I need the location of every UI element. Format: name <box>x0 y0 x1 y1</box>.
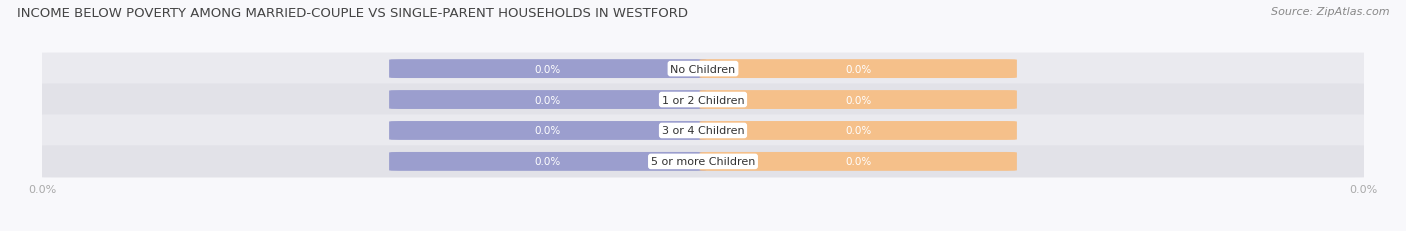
Text: INCOME BELOW POVERTY AMONG MARRIED-COUPLE VS SINGLE-PARENT HOUSEHOLDS IN WESTFOR: INCOME BELOW POVERTY AMONG MARRIED-COUPL… <box>17 7 688 20</box>
Text: No Children: No Children <box>671 64 735 74</box>
FancyBboxPatch shape <box>389 60 706 79</box>
Text: 0.0%: 0.0% <box>534 126 561 136</box>
Text: 0.0%: 0.0% <box>534 64 561 74</box>
Text: Source: ZipAtlas.com: Source: ZipAtlas.com <box>1271 7 1389 17</box>
Text: 0.0%: 0.0% <box>845 126 872 136</box>
FancyBboxPatch shape <box>389 152 706 171</box>
FancyBboxPatch shape <box>30 84 1376 116</box>
FancyBboxPatch shape <box>700 60 1017 79</box>
Text: 5 or more Children: 5 or more Children <box>651 157 755 167</box>
FancyBboxPatch shape <box>389 122 706 140</box>
FancyBboxPatch shape <box>30 53 1376 85</box>
Text: 0.0%: 0.0% <box>845 95 872 105</box>
FancyBboxPatch shape <box>700 152 1017 171</box>
Text: 0.0%: 0.0% <box>845 64 872 74</box>
Text: 1 or 2 Children: 1 or 2 Children <box>662 95 744 105</box>
Text: 3 or 4 Children: 3 or 4 Children <box>662 126 744 136</box>
FancyBboxPatch shape <box>30 146 1376 178</box>
FancyBboxPatch shape <box>700 122 1017 140</box>
FancyBboxPatch shape <box>389 91 706 109</box>
Text: 0.0%: 0.0% <box>845 157 872 167</box>
FancyBboxPatch shape <box>30 115 1376 147</box>
Text: 0.0%: 0.0% <box>534 157 561 167</box>
FancyBboxPatch shape <box>700 91 1017 109</box>
Text: 0.0%: 0.0% <box>534 95 561 105</box>
